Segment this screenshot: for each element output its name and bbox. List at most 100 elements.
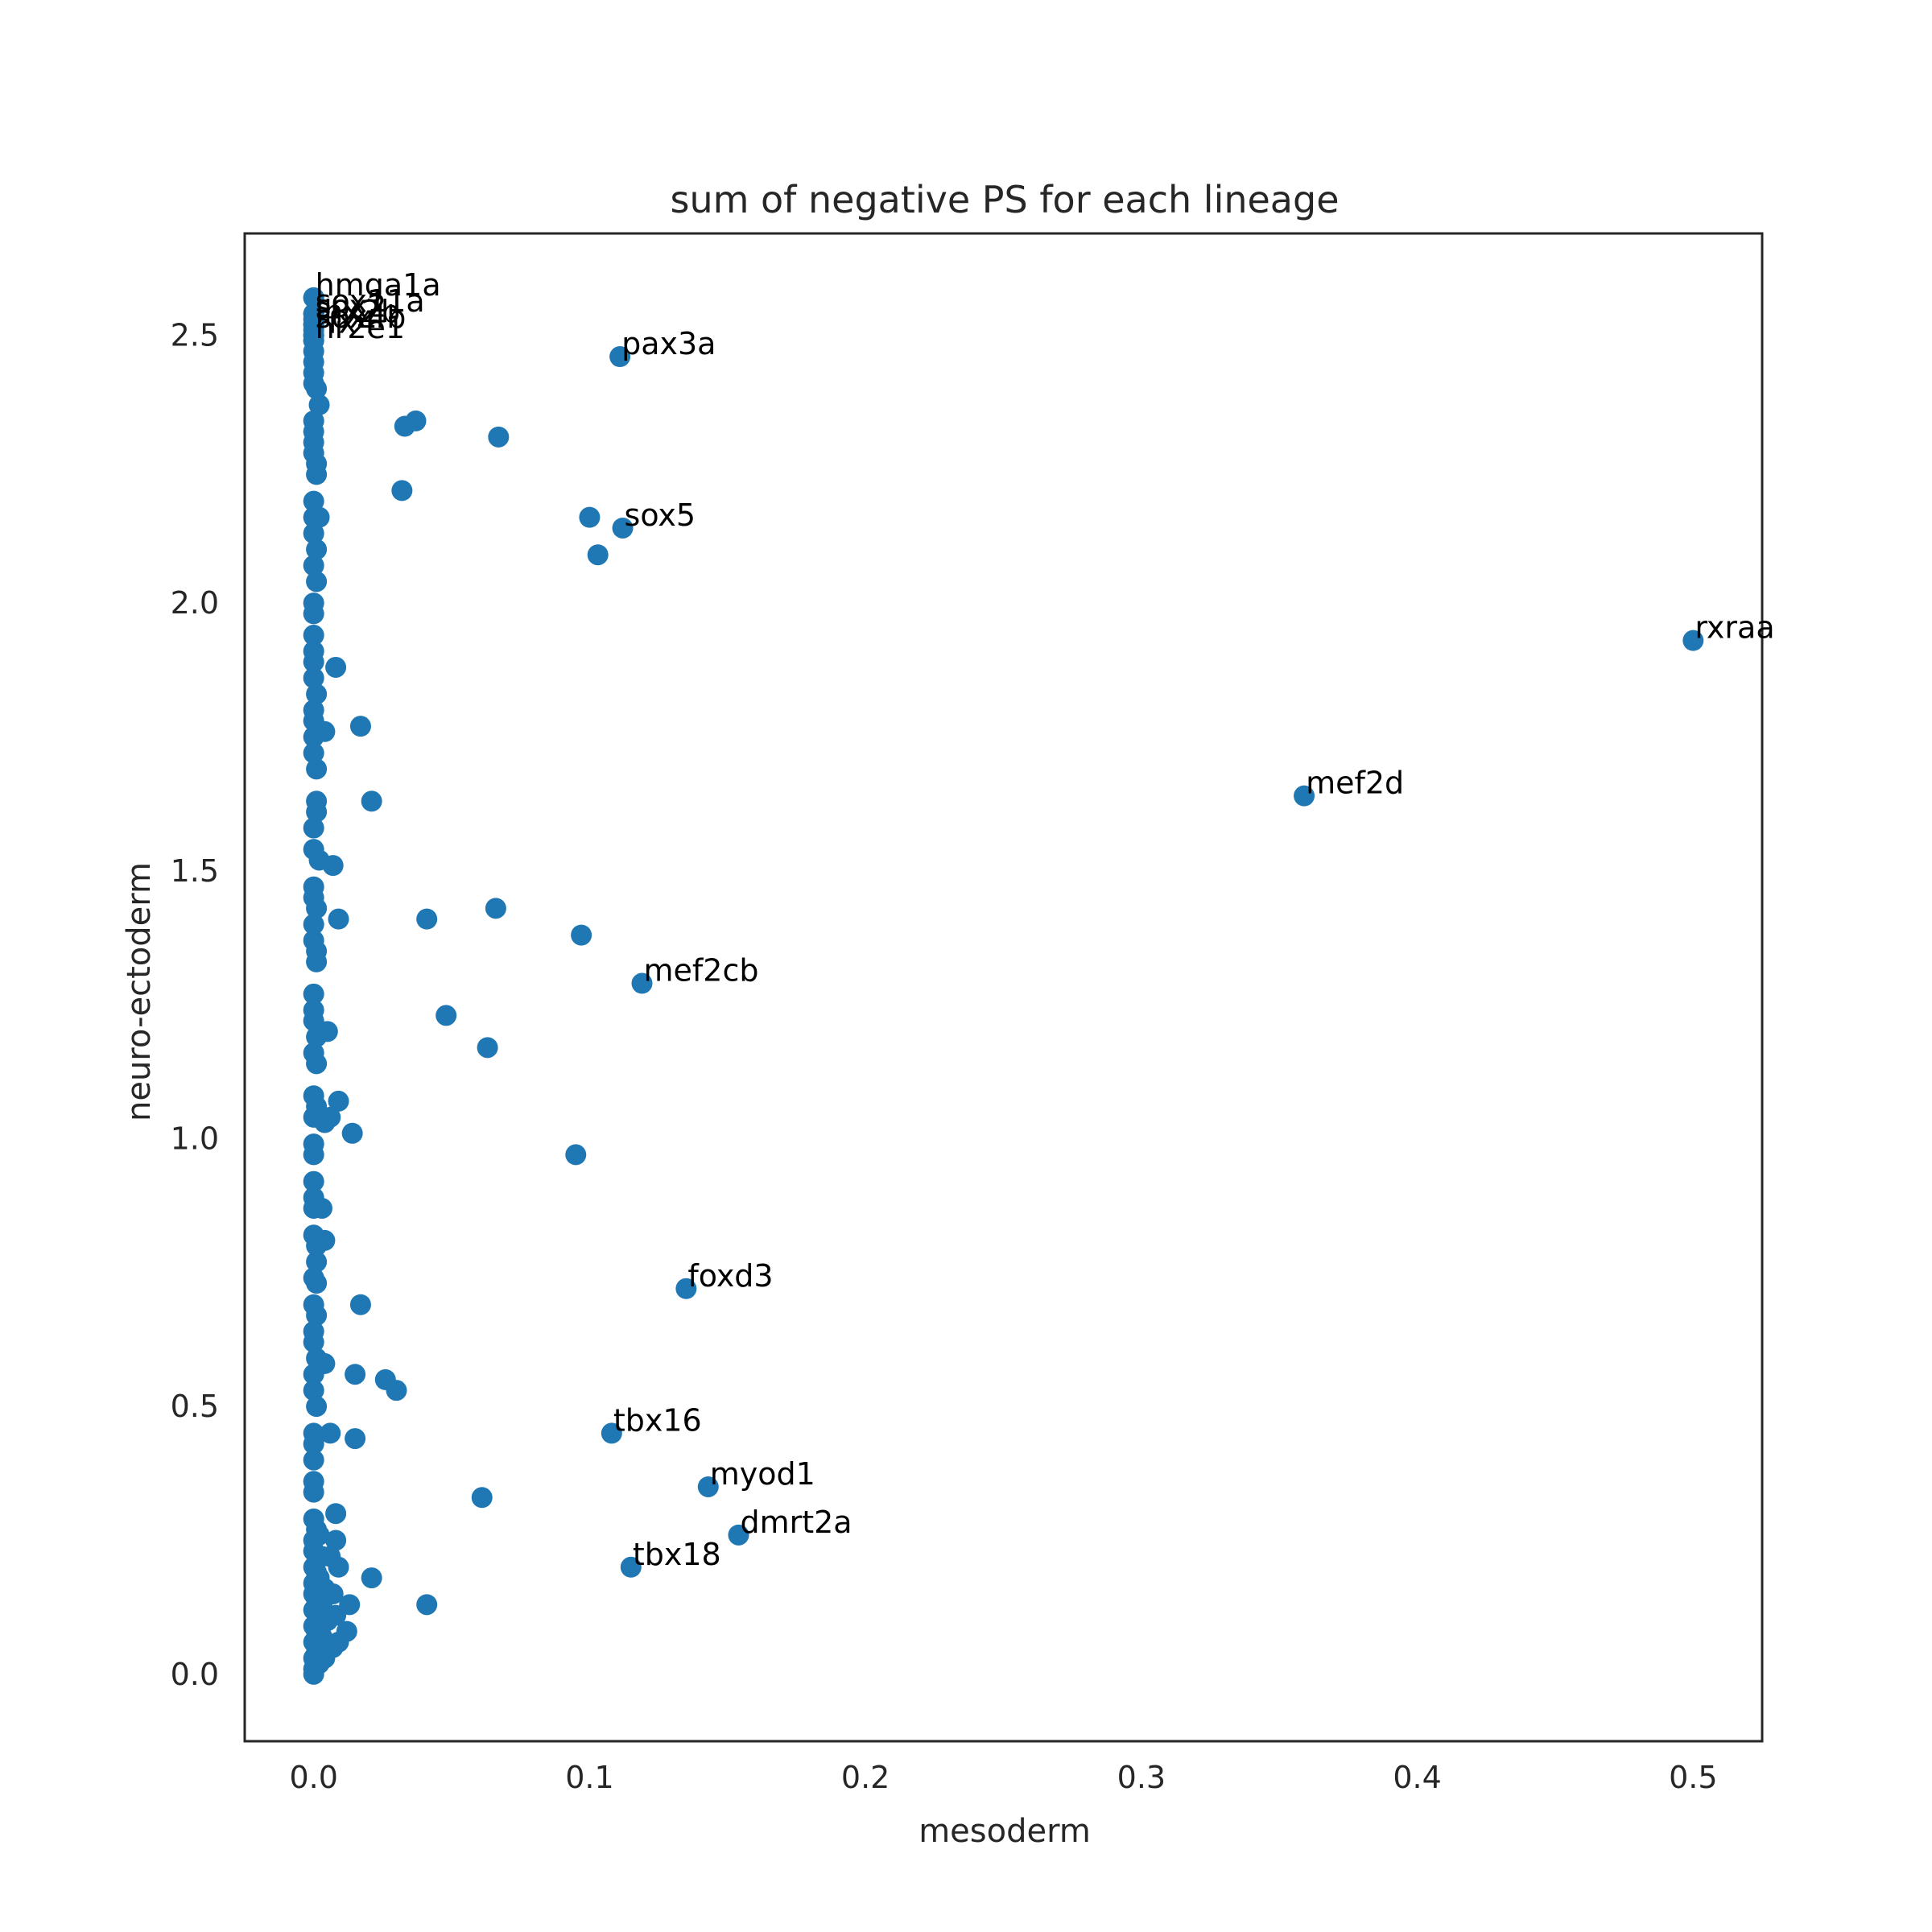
data-point xyxy=(579,506,601,528)
data-point xyxy=(345,1364,366,1385)
y-tick-label: 0.0 xyxy=(171,1657,219,1692)
data-point xyxy=(303,555,324,576)
data-point xyxy=(349,1294,371,1315)
point-label: tbx18 xyxy=(633,1537,721,1572)
data-point xyxy=(314,1647,336,1669)
data-point xyxy=(308,394,330,415)
data-point xyxy=(587,544,609,566)
labeled-data-point xyxy=(620,1556,642,1578)
data-point xyxy=(306,1251,328,1273)
data-point xyxy=(391,480,413,502)
data-point xyxy=(416,1594,438,1616)
data-point xyxy=(306,539,328,560)
point-label: nr2e1 xyxy=(316,310,405,345)
data-point xyxy=(306,464,328,485)
data-point xyxy=(405,410,427,431)
point-label: dmrt2a xyxy=(740,1505,852,1540)
data-point xyxy=(303,1170,324,1192)
data-point xyxy=(325,1604,347,1626)
labeled-data-point xyxy=(1294,785,1315,807)
point-label: tbx16 xyxy=(613,1402,702,1438)
chart-title: sum of negative PS for each lineage xyxy=(670,178,1339,221)
data-point xyxy=(303,1331,324,1353)
x-tick-label: 0.1 xyxy=(565,1760,613,1795)
data-point xyxy=(303,490,324,512)
data-point xyxy=(565,1144,587,1166)
x-axis-label: mesoderm xyxy=(919,1813,1091,1850)
data-point xyxy=(328,908,349,930)
y-axis-ticks: 0.0 0.5 1.0 1.5 2.0 2.5 xyxy=(171,317,219,1691)
data-point xyxy=(303,603,324,625)
data-point xyxy=(306,683,328,705)
data-point xyxy=(303,817,324,839)
data-point xyxy=(311,1197,332,1219)
point-label: sox5 xyxy=(625,497,696,533)
data-point xyxy=(341,1122,363,1144)
data-point xyxy=(306,1053,328,1075)
data-point xyxy=(303,1380,324,1402)
point-label: lhx2b xyxy=(316,294,400,329)
data-point xyxy=(477,1037,498,1059)
labeled-data-point xyxy=(609,346,631,368)
data-point xyxy=(306,801,328,823)
point-label: sox2 xyxy=(316,288,387,324)
labeled-data-point xyxy=(697,1476,719,1497)
y-tick-label: 2.0 xyxy=(171,585,219,621)
point-label: rfx4 xyxy=(316,304,377,340)
data-point xyxy=(306,378,328,399)
data-point xyxy=(328,1556,349,1578)
data-point xyxy=(314,1229,336,1251)
data-point xyxy=(303,667,324,689)
data-points xyxy=(303,287,1704,1685)
data-point xyxy=(386,1380,407,1402)
y-tick-label: 1.5 xyxy=(171,853,219,889)
data-point xyxy=(361,1567,382,1589)
labeled-data-point xyxy=(631,972,653,994)
y-tick-label: 0.5 xyxy=(171,1389,219,1424)
point-label: sox4b xyxy=(316,299,407,335)
data-point xyxy=(328,1090,349,1112)
y-axis-label: neuro-ectoderm xyxy=(121,862,158,1121)
labeled-data-point xyxy=(303,287,324,308)
data-point xyxy=(471,1487,493,1509)
labeled-data-point xyxy=(303,330,324,352)
data-point xyxy=(361,791,382,812)
point-label: rxraa xyxy=(1695,610,1774,646)
data-point xyxy=(306,571,328,592)
data-point xyxy=(316,1021,338,1042)
x-tick-label: 0.4 xyxy=(1393,1760,1441,1795)
data-point xyxy=(320,1422,341,1444)
x-axis-ticks: 0.0 0.1 0.2 0.3 0.4 0.5 xyxy=(289,1760,1717,1795)
data-point xyxy=(303,914,324,935)
data-point xyxy=(314,720,336,742)
y-tick-label: 2.5 xyxy=(171,317,219,353)
point-label: mef2cb xyxy=(644,953,759,989)
labeled-data-point xyxy=(728,1524,749,1546)
data-point xyxy=(303,1144,324,1166)
data-point xyxy=(303,983,324,1005)
data-point xyxy=(322,1583,344,1605)
data-point xyxy=(322,855,344,877)
data-point xyxy=(306,1305,328,1327)
data-point xyxy=(303,1663,324,1685)
data-point xyxy=(303,1433,324,1455)
labeled-data-point xyxy=(1682,630,1704,651)
data-point xyxy=(314,1352,336,1374)
data-point xyxy=(314,1112,336,1133)
data-point xyxy=(303,742,324,764)
point-label: mef2d xyxy=(1306,766,1404,801)
labeled-data-point xyxy=(601,1422,622,1444)
labeled-data-point xyxy=(612,517,634,539)
x-tick-label: 0.3 xyxy=(1117,1760,1166,1795)
x-tick-label: 0.0 xyxy=(289,1760,337,1795)
data-point xyxy=(349,716,371,737)
x-tick-label: 0.2 xyxy=(841,1760,890,1795)
data-point xyxy=(306,758,328,780)
y-tick-label: 1.0 xyxy=(171,1121,219,1156)
data-point xyxy=(485,898,506,919)
point-label: sox11a xyxy=(316,283,425,319)
data-point xyxy=(571,924,592,946)
plot-frame xyxy=(243,232,1764,1743)
